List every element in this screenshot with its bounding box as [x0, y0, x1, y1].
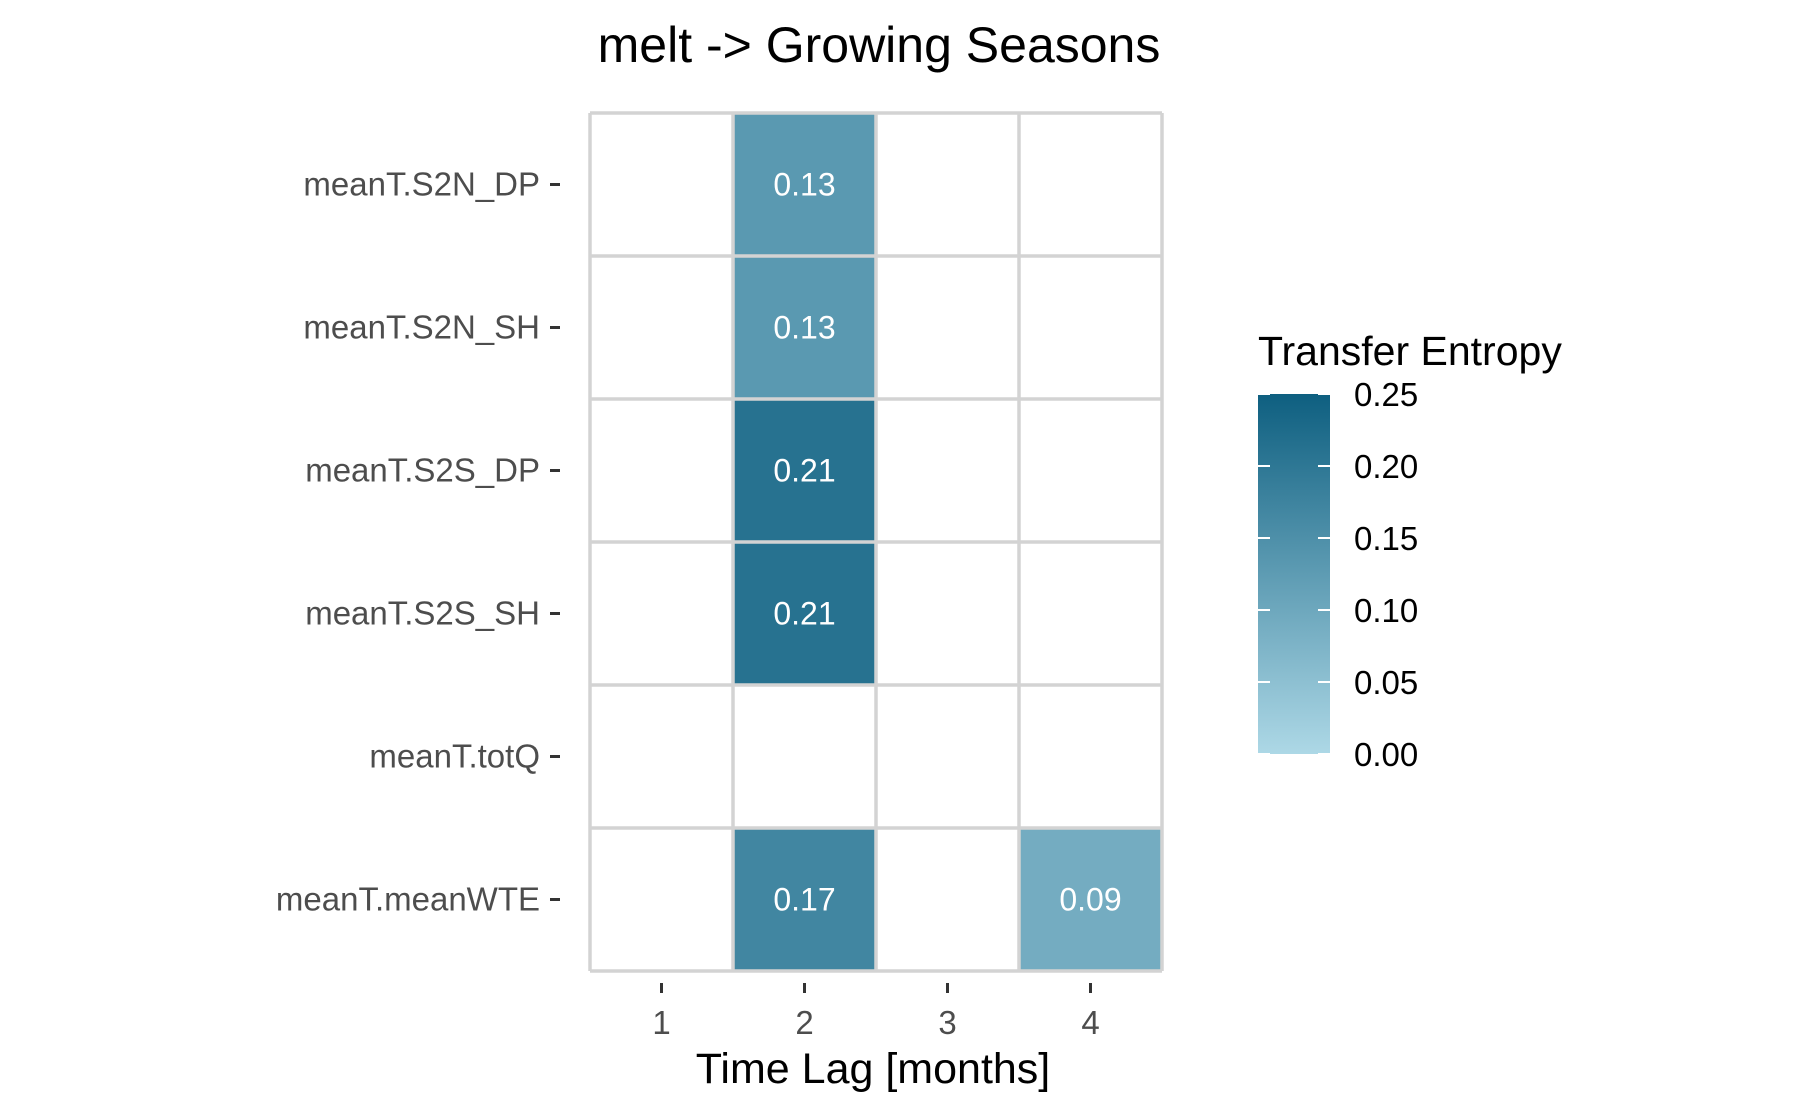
x-tick-label: 3 — [938, 1004, 956, 1041]
y-tick-label: meanT.meanWTE — [276, 881, 540, 918]
legend-tick-label: 0.15 — [1354, 520, 1418, 557]
heatmap-cell — [733, 113, 876, 256]
color-legend: Transfer Entropy 0.00 0.05 0.10 0.15 0.20 0.2… — [1258, 328, 1562, 773]
legend-tick-label: 0.20 — [1354, 448, 1418, 485]
legend-tick-label: 0.10 — [1354, 592, 1418, 629]
cell-value-label: 0.13 — [773, 167, 835, 203]
legend-tick-label: 0.25 — [1354, 376, 1418, 413]
y-tick-label: meanT.S2N_DP — [303, 166, 540, 203]
x-tick-label: 2 — [795, 1004, 813, 1041]
heatmap-cell — [733, 399, 876, 542]
x-axis-title: Time Lag [months] — [696, 1045, 1051, 1093]
y-tick-label: meanT.totQ — [369, 738, 540, 775]
legend-title: Transfer Entropy — [1258, 328, 1562, 374]
heatmap-cell — [733, 542, 876, 685]
heatmap-cell — [1019, 828, 1162, 971]
y-tick-label: meanT.S2N_SH — [303, 309, 540, 346]
y-tick-label: meanT.S2S_SH — [305, 595, 540, 632]
cell-value-label: 0.17 — [773, 882, 835, 918]
chart-title: melt -> Growing Seasons — [598, 17, 1161, 73]
x-tick-label: 4 — [1081, 1004, 1099, 1041]
cell-labels: 0.13 0.13 0.21 0.21 0.17 0.09 — [773, 167, 1121, 918]
legend-color-bar — [1258, 394, 1330, 754]
x-axis: 1 2 3 4 — [652, 983, 1100, 1041]
legend-tick-label: 0.00 — [1354, 736, 1418, 773]
y-tick-label: meanT.S2S_DP — [305, 452, 540, 489]
cell-value-label: 0.13 — [773, 310, 835, 346]
x-tick-label: 1 — [652, 1004, 670, 1041]
legend-tick-label: 0.05 — [1354, 664, 1418, 701]
heatmap-cell — [733, 256, 876, 399]
cell-value-label: 0.09 — [1059, 882, 1121, 918]
heatmap-grid — [588, 111, 1164, 973]
cell-value-label: 0.21 — [773, 596, 835, 632]
heatmap-cell — [733, 828, 876, 971]
y-axis: meanT.S2N_DP meanT.S2N_SH meanT.S2S_DPmean… — [276, 166, 560, 918]
legend-ticks: 0.00 0.05 0.10 0.15 0.20 0.25 — [1258, 376, 1418, 773]
cell-value-label: 0.21 — [773, 453, 835, 489]
